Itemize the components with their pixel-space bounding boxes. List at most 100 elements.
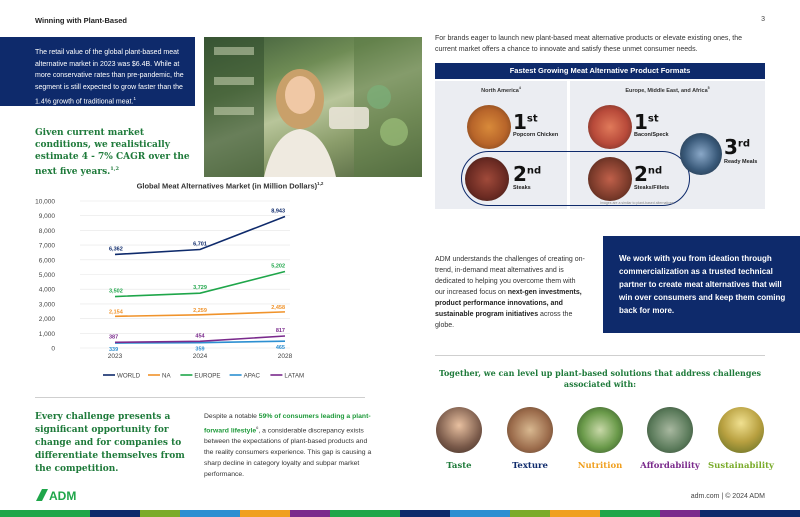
rank-steak-fillets: 2nd — [634, 162, 662, 186]
data-label: 3,729 — [193, 285, 207, 291]
formats-banner: Fastest Growing Meat Alternative Product… — [435, 63, 765, 79]
rank-popcorn-chicken: 1st — [513, 110, 538, 134]
steaks-highlight-ring — [461, 151, 690, 206]
x-tick-label: 2023 — [108, 353, 123, 360]
rank-suffix: st — [647, 113, 659, 125]
footnote-ref: 1,2 — [317, 181, 324, 186]
rank-ready-meals: 3rd — [724, 135, 750, 159]
rank-suffix: st — [526, 113, 538, 125]
popcorn-chicken-label: Popcorn Chicken — [513, 132, 559, 138]
y-tick-label: 7,000 — [39, 243, 56, 250]
image-disclaimer: Images are a similar to plant-based alte… — [600, 201, 675, 205]
sustainability-label: Sustainability — [708, 461, 774, 471]
data-label: 454 — [195, 333, 205, 339]
consumer-stat-highlight: 59% of consumers leading a plant-forward… — [204, 413, 371, 435]
data-label: 817 — [276, 328, 285, 334]
data-label: 387 — [109, 334, 118, 340]
y-tick-label: 2,000 — [39, 316, 56, 323]
taste-image — [436, 407, 482, 453]
rank-suffix: nd — [647, 165, 663, 177]
popcorn-chicken-image — [467, 105, 511, 149]
x-tick-label: 2028 — [278, 353, 293, 360]
chart-title-text: Global Meat Alternatives Market (in Mill… — [136, 181, 318, 191]
legend-entry: APAC — [244, 373, 261, 380]
rank-suffix: nd — [526, 165, 542, 177]
footnote-ref: 6 — [256, 425, 259, 430]
footnote-ref: 4 — [518, 86, 521, 90]
series-line-apac — [114, 340, 286, 344]
legend-entry: EUROPE — [194, 373, 220, 380]
adm-text-part: across the globe. — [435, 311, 573, 329]
x-tick-label: 2024 — [193, 353, 208, 360]
y-tick-label: 9,000 — [39, 213, 56, 220]
data-label: 6,701 — [193, 241, 207, 247]
rank-number: 3 — [724, 135, 738, 159]
nutrition-label: Nutrition — [577, 461, 623, 471]
data-label: 5,202 — [271, 264, 285, 270]
divider — [35, 397, 365, 398]
steak-image — [465, 157, 509, 201]
right-intro-text: For brands eager to launch new plant-bas… — [435, 35, 743, 53]
page-number: 3 — [761, 16, 765, 23]
rank-number: 2 — [513, 162, 527, 186]
despite-text-part: Despite a notable — [204, 413, 259, 420]
document-title: Winning with Plant-Based — [35, 16, 128, 25]
discrepancy-text: Despite a notable 59% of consumers leadi… — [204, 411, 374, 480]
data-label: 359 — [195, 347, 204, 353]
adm-logo-text: ADM — [49, 489, 76, 501]
y-tick-label: 6,000 — [39, 257, 56, 264]
ready-meals-label: Ready Meals — [724, 159, 758, 165]
adm-text-bold: next-gen investments, product performanc… — [435, 289, 582, 318]
texture-label: Texture — [512, 461, 548, 471]
data-label: 2,154 — [109, 309, 124, 315]
data-label: 2,458 — [271, 305, 285, 311]
region-name: North America — [481, 87, 519, 94]
affordability-label: Affordability — [640, 461, 700, 471]
market-line-chart: 0 1,000 2,000 3,000 4,000 5,000 6,000 7,000 8,00… — [35, 199, 304, 380]
steak-fillet-image — [588, 157, 632, 201]
y-tick-label: 5,000 — [39, 272, 56, 279]
y-tick-label: 4,000 — [39, 287, 56, 294]
rank-number: 1 — [513, 110, 527, 134]
cagr-estimate: Given current market conditions, we real… — [35, 127, 195, 178]
market-value-box: The retail value of the global plant-bas… — [0, 37, 195, 106]
cagr-text: Given current market conditions, we real… — [35, 128, 190, 177]
adm-text-part: ADM understands the challenges of creati… — [435, 256, 585, 296]
shopper-photo — [204, 37, 422, 177]
legend-entry: LATAM — [284, 373, 304, 380]
y-tick-label: 10,000 — [35, 199, 55, 206]
steak-fillets-label: Steaks/Fillets — [634, 185, 670, 191]
bacon-label: Bacon/Speck — [634, 132, 669, 138]
y-tick-label: 0 — [51, 346, 55, 353]
y-tick-label: 3,000 — [39, 301, 56, 308]
rank-bacon: 1st — [634, 110, 659, 134]
rank-number: 1 — [634, 110, 648, 134]
together-heading: Together, we can level up plant-based so… — [438, 368, 762, 389]
rank-steaks: 2nd — [513, 162, 541, 186]
footnote-ref: 1,2 — [110, 166, 119, 172]
footnote-ref: 1 — [133, 96, 136, 101]
data-label: 3,502 — [109, 289, 123, 295]
footnote-ref: 5 — [707, 86, 710, 90]
partner-callout: We work with you from ideation through c… — [603, 236, 800, 333]
bacon-image — [588, 105, 632, 149]
color-stripe-bar — [0, 510, 800, 517]
legend-entry: NA — [162, 373, 171, 380]
taste-label: Taste — [446, 461, 472, 471]
divider — [435, 355, 765, 356]
data-label: 2,259 — [193, 308, 207, 314]
series-line-na — [114, 311, 286, 318]
adm-logo[interactable]: ADM — [36, 489, 86, 501]
market-value-text: The retail value of the global plant-bas… — [35, 49, 184, 106]
sustainability-image — [718, 407, 764, 453]
emea-label: Europe, Middle East, and Africa5 — [570, 86, 765, 94]
nutrition-image — [577, 407, 623, 453]
y-tick-label: 8,000 — [39, 228, 56, 235]
ready-meal-image — [680, 133, 722, 175]
footer-copyright[interactable]: adm.com | © 2024 ADM — [690, 493, 765, 500]
affordability-image — [647, 407, 693, 453]
adm-challenges-text: ADM understands the challenges of creati… — [435, 254, 585, 331]
chart-title: Global Meat Alternatives Market (in Mill… — [35, 181, 425, 191]
series-line-world — [114, 215, 286, 256]
data-label: 465 — [276, 345, 285, 351]
